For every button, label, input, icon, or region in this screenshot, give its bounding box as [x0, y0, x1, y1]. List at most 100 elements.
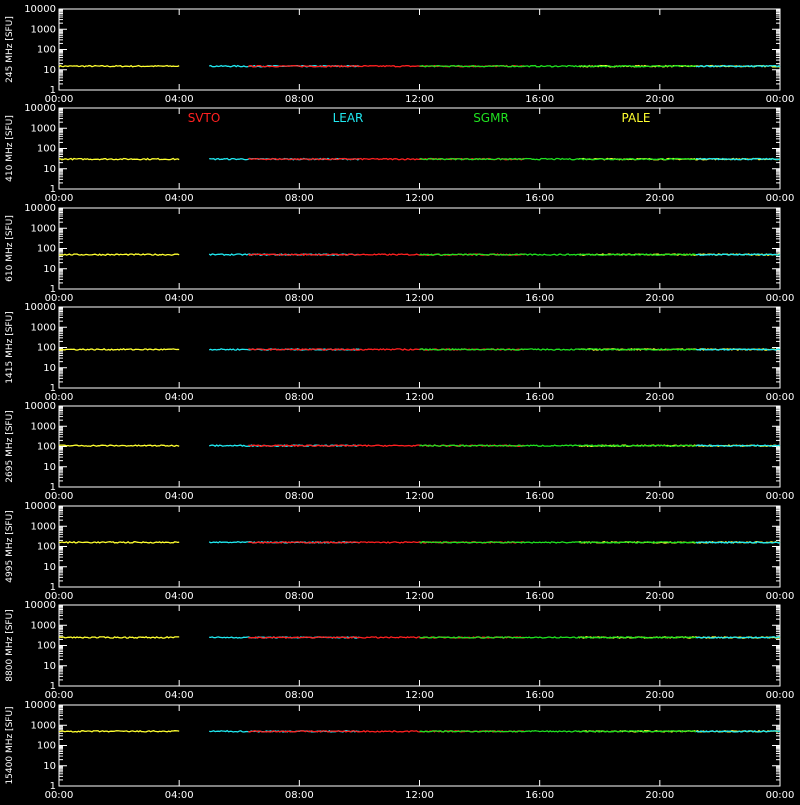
x-tick-label: 04:00 — [165, 392, 194, 403]
y-tick-label: 1000 — [31, 223, 56, 234]
y-tick-label: 100 — [37, 442, 56, 453]
x-tick-label: 00:00 — [45, 293, 74, 304]
series-line-sgmr — [419, 729, 696, 733]
series-line-pale — [58, 730, 180, 733]
y-tick-label: 10000 — [24, 700, 56, 711]
series-line-lear — [695, 636, 781, 639]
x-tick-label: 00:00 — [766, 193, 795, 204]
y-tick-label: 100 — [37, 45, 56, 56]
x-tick-label: 16:00 — [525, 193, 554, 204]
y-tick-label: 10 — [43, 562, 56, 573]
y-tick-label: 100 — [37, 144, 56, 155]
x-tick-label: 12:00 — [405, 193, 434, 204]
series-line-lear — [695, 253, 781, 257]
x-tick-label: 20:00 — [645, 591, 674, 602]
x-tick-label: 20:00 — [645, 690, 674, 701]
panel-5: 10000 1000 100 10 1 2695 MHz [SFU] 00:00 04:00 0… — [5, 401, 794, 502]
x-tick-label: 12:00 — [405, 790, 434, 800]
x-tick-label: 04:00 — [165, 293, 194, 304]
y-tick-label: 1 — [50, 482, 56, 493]
y-tick-label: 10000 — [24, 501, 56, 512]
y-tick-label: 1 — [50, 184, 56, 195]
series-line-sgmr — [419, 64, 696, 68]
panel-frame — [58, 604, 781, 687]
series-line-pale — [58, 64, 180, 68]
x-tick-label: 12:00 — [405, 591, 434, 602]
x-tick-label: 00:00 — [45, 491, 74, 502]
x-tick-label: 00:00 — [45, 790, 74, 800]
series-line-pale — [58, 444, 180, 447]
x-tick-label: 08:00 — [285, 690, 314, 701]
y-tick-label: 10 — [43, 661, 56, 672]
x-tick-label: 20:00 — [645, 491, 674, 502]
x-tick-label: 00:00 — [45, 392, 74, 403]
y-tick-label: 10 — [43, 65, 56, 76]
panel-frame — [58, 8, 781, 91]
panel-7: 10000 1000 100 10 1 8800 MHz [SFU] 00:00 04:00 0… — [5, 600, 794, 701]
x-tick-label: 16:00 — [525, 94, 554, 105]
x-tick-label: 12:00 — [405, 392, 434, 403]
x-tick-label: 00:00 — [766, 293, 795, 304]
x-tick-label: 12:00 — [405, 94, 434, 105]
panel-frame — [58, 207, 781, 290]
x-tick-label: 04:00 — [165, 94, 194, 105]
y-tick-label: 1 — [50, 284, 56, 295]
series-line-pale — [58, 541, 180, 544]
x-tick-label: 00:00 — [45, 690, 74, 701]
y-axis-label: 410 MHz [SFU] — [5, 115, 15, 182]
series-line-pale — [59, 348, 180, 351]
x-tick-label: 00:00 — [45, 591, 74, 602]
series-line-pale — [58, 253, 180, 257]
x-tick-label: 08:00 — [285, 293, 314, 304]
x-tick-label: 12:00 — [405, 690, 434, 701]
series-line-lear — [695, 157, 781, 161]
series-line-sgmr — [419, 157, 696, 161]
x-tick-label: 16:00 — [525, 293, 554, 304]
x-tick-label: 12:00 — [405, 293, 434, 304]
x-tick-label: 20:00 — [645, 293, 674, 304]
panel-3: 10000 1000 100 10 1 610 MHz [SFU] 00:00 04:00 08… — [5, 203, 794, 304]
x-tick-label: 04:00 — [165, 591, 194, 602]
x-tick-label: 08:00 — [285, 392, 314, 403]
y-axis-label: 1415 MHz [SFU] — [5, 311, 15, 383]
x-tick-label: 00:00 — [766, 790, 795, 800]
panel-frame — [58, 505, 781, 588]
series-line-lear — [695, 348, 781, 351]
y-tick-label: 100 — [37, 244, 56, 255]
y-tick-label: 1000 — [31, 421, 56, 432]
y-tick-label: 1000 — [31, 24, 56, 35]
panel-1: 10000 1000 100 10 1 245 MHz [SFU] 00:00 04:00 08… — [5, 4, 794, 105]
y-tick-label: 10 — [43, 761, 56, 772]
legend-svto: SVTO — [188, 111, 221, 125]
panel-frame — [58, 704, 781, 787]
x-tick-label: 00:00 — [45, 94, 74, 105]
x-tick-label: 16:00 — [525, 690, 554, 701]
x-tick-label: 00:00 — [45, 193, 74, 204]
y-axis-label: 245 MHz [SFU] — [5, 16, 15, 83]
panel-8: 10000 1000 100 10 1 15400 MHz [SFU] 00:00 04:00… — [5, 700, 795, 801]
series-line-sgmr — [419, 444, 696, 448]
y-tick-label: 1 — [50, 781, 56, 792]
y-tick-label: 1000 — [31, 322, 56, 333]
y-tick-label: 10000 — [24, 600, 56, 611]
y-tick-label: 10 — [43, 164, 56, 175]
x-tick-label: 08:00 — [285, 790, 314, 800]
y-tick-label: 1 — [50, 681, 56, 692]
y-axis-label: 15400 MHz [SFU] — [5, 706, 15, 784]
legend-sgmr: SGMR — [473, 111, 509, 125]
y-tick-label: 10000 — [24, 302, 56, 313]
y-tick-label: 100 — [37, 542, 56, 553]
y-tick-label: 1 — [50, 383, 56, 394]
x-tick-label: 00:00 — [766, 591, 795, 602]
x-tick-label: 20:00 — [645, 94, 674, 105]
y-axis-label: 610 MHz [SFU] — [5, 215, 15, 282]
panel-2: 10000 1000 100 10 1 410 MHz [SFU] 00:00 04:00 08… — [5, 103, 794, 204]
x-tick-label: 00:00 — [766, 392, 795, 403]
x-tick-label: 08:00 — [285, 491, 314, 502]
x-tick-label: 16:00 — [525, 591, 554, 602]
y-tick-label: 10 — [43, 363, 56, 374]
y-axis-label: 2695 MHz [SFU] — [5, 410, 15, 482]
series-line-sgmr — [419, 540, 697, 544]
x-tick-label: 16:00 — [525, 491, 554, 502]
